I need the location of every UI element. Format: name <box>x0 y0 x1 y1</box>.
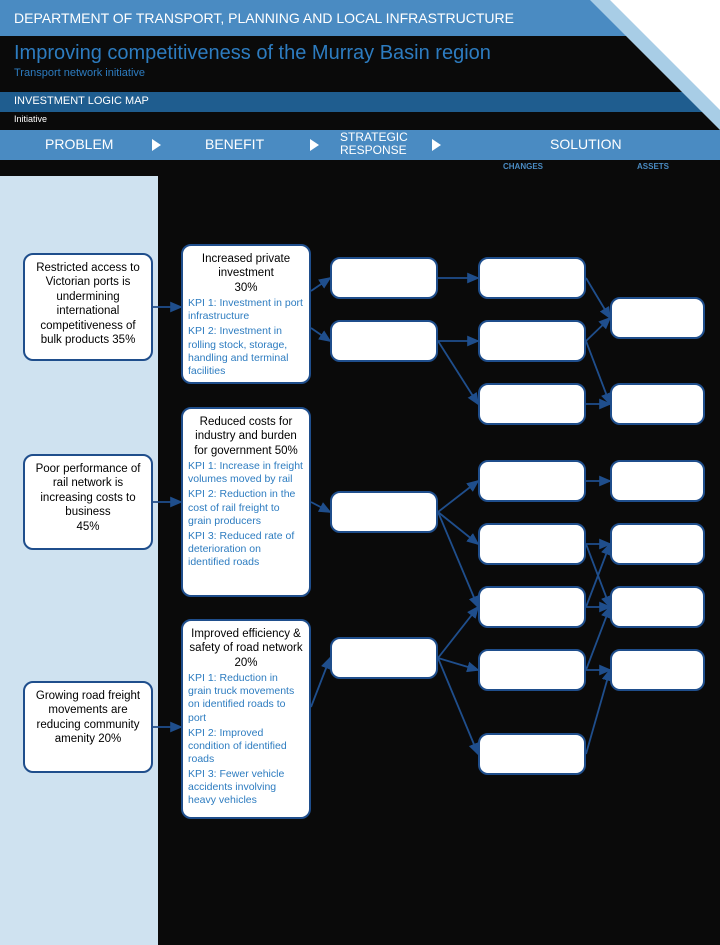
benefit-title: Improved efficiency & safety of road net… <box>188 627 304 670</box>
corner-triangle <box>540 0 720 160</box>
change-node-5 <box>478 586 586 628</box>
kpi-text: KPI 1: Reduction in grain truck movement… <box>188 672 304 725</box>
benefit-title: Increased private investment30% <box>188 252 304 295</box>
benefit-title: Reduced costs for industry and burden fo… <box>188 415 304 458</box>
kpi-text: KPI 3: Reduced rate of deterioration on … <box>188 530 304 569</box>
benefit-node-2: Improved efficiency & safety of road net… <box>181 619 311 819</box>
ilm-sub-text: Initiative <box>14 114 47 124</box>
subcol-changes: CHANGES <box>503 162 543 171</box>
kpi-text: KPI 2: Improved condition of identified … <box>188 727 304 766</box>
change-node-7 <box>478 733 586 775</box>
kpi-text: KPI 1: Increase in freight volumes moved… <box>188 460 304 486</box>
problem-node-1: Poor performance of rail network is incr… <box>23 454 153 550</box>
problem-node-2: Growing road freight movements are reduc… <box>23 681 153 773</box>
subcol-assets: ASSETS <box>637 162 669 171</box>
change-node-1 <box>478 320 586 362</box>
asset-node-2 <box>610 460 705 502</box>
change-node-2 <box>478 383 586 425</box>
change-node-4 <box>478 523 586 565</box>
response-node-1 <box>330 320 438 362</box>
asset-node-3 <box>610 523 705 565</box>
kpi-text: KPI 1: Investment in port infrastructure <box>188 297 304 323</box>
asset-node-1 <box>610 383 705 425</box>
benefit-node-0: Increased private investment30%KPI 1: In… <box>181 244 311 384</box>
response-node-2 <box>330 491 438 533</box>
kpi-text: KPI 2: Investment in rolling stock, stor… <box>188 325 304 378</box>
change-node-3 <box>478 460 586 502</box>
column-subheader-row: CHANGES ASSETS <box>0 160 720 176</box>
benefit-node-1: Reduced costs for industry and burden fo… <box>181 407 311 597</box>
col-benefit: BENEFIT <box>205 136 264 152</box>
response-node-3 <box>330 637 438 679</box>
department-text: DEPARTMENT OF TRANSPORT, PLANNING AND LO… <box>14 10 514 26</box>
change-node-0 <box>478 257 586 299</box>
chevron-icon <box>152 139 161 151</box>
asset-node-5 <box>610 649 705 691</box>
change-node-6 <box>478 649 586 691</box>
chevron-icon <box>310 139 319 151</box>
col-strategic: STRATEGICRESPONSE <box>340 131 408 157</box>
asset-node-4 <box>610 586 705 628</box>
problem-node-0: Restricted access to Victorian ports is … <box>23 253 153 361</box>
col-problem: PROBLEM <box>45 136 113 152</box>
kpi-text: KPI 3: Fewer vehicle accidents involving… <box>188 768 304 807</box>
asset-node-0 <box>610 297 705 339</box>
ilm-text: INVESTMENT LOGIC MAP <box>14 95 149 107</box>
response-node-0 <box>330 257 438 299</box>
chevron-icon <box>432 139 441 151</box>
kpi-text: KPI 2: Reduction in the cost of rail fre… <box>188 488 304 527</box>
